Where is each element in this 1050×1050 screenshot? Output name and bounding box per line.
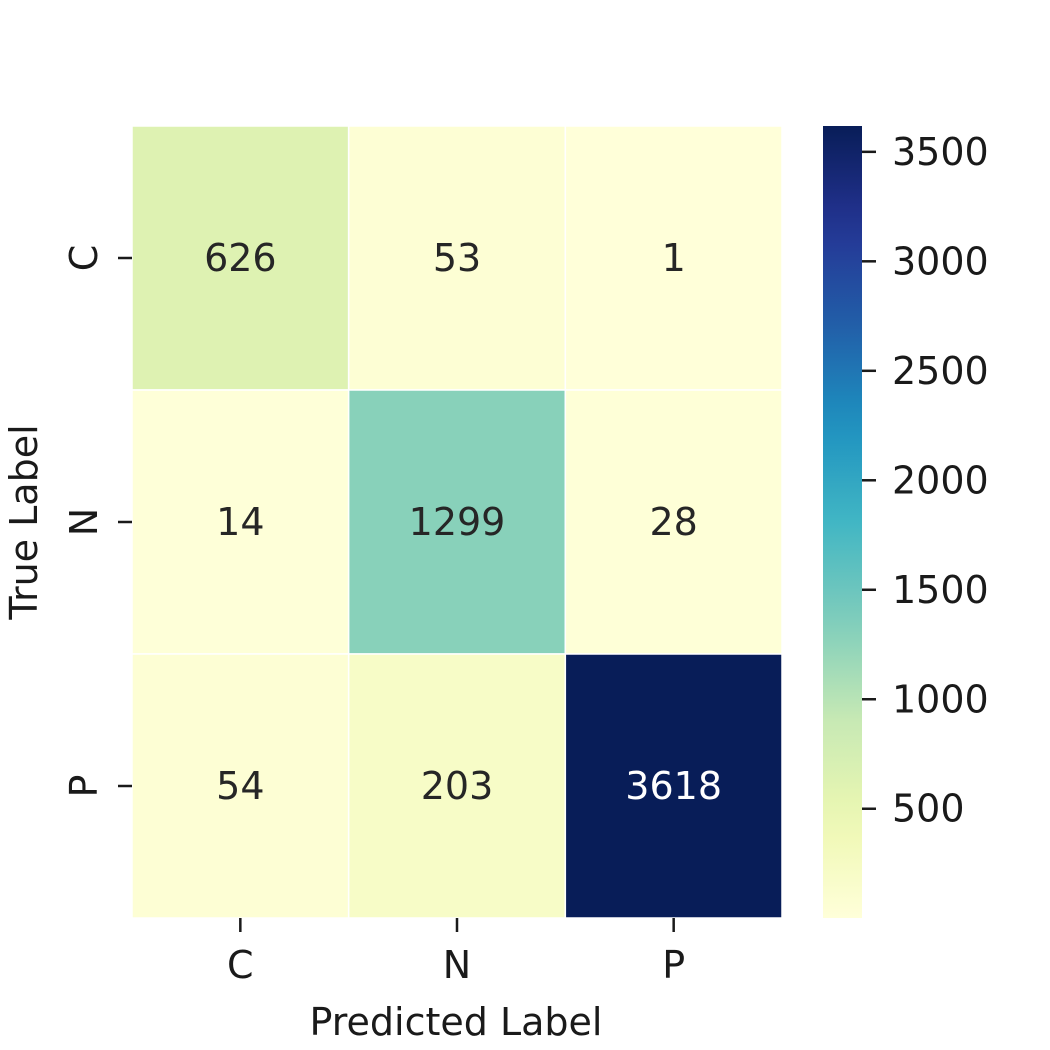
heatmap-cell-P-N: [347, 653, 567, 919]
heatmap-cell-C-N: [347, 125, 567, 391]
cell-value-P-C: 54: [216, 764, 264, 808]
cell-value-C-P: 1: [662, 236, 686, 280]
cell-value-C-C: 626: [204, 236, 277, 280]
x-tick-label-P: P: [662, 943, 685, 987]
heatmap-cell-labels: 626 53 1 14 1299 28 54 203 3618: [204, 236, 722, 808]
y-tick-label-N: N: [62, 508, 106, 536]
colorbar-tick-label-2500: 2500: [892, 349, 989, 393]
cell-value-C-N: 53: [433, 236, 481, 280]
y-axis-title: True Label: [2, 424, 46, 620]
colorbar-tick-label-1500: 1500: [892, 568, 989, 612]
heatmap-cell-C-P: [564, 125, 783, 391]
y-axis: C N P: [62, 245, 132, 798]
x-tick-label-N: N: [443, 943, 471, 987]
x-axis-title: Predicted Label: [310, 1000, 603, 1044]
y-tick-label-P: P: [62, 775, 106, 798]
cell-value-N-P: 28: [649, 500, 697, 544]
colorbar-gradient: [823, 126, 862, 918]
cell-value-N-C: 14: [216, 500, 264, 544]
colorbar: 500 1000 1500 2000 2500 3000 3500: [823, 126, 989, 918]
cell-value-P-N: 203: [421, 764, 494, 808]
heatmap-cell-C-C: [131, 125, 350, 391]
x-tick-label-C: C: [227, 943, 254, 987]
cell-value-P-P: 3618: [625, 764, 722, 808]
colorbar-tick-label-500: 500: [892, 787, 965, 831]
colorbar-tick-label-1000: 1000: [892, 677, 989, 721]
heatmap-cells: [131, 125, 783, 919]
cell-value-N-N: 1299: [409, 500, 506, 544]
colorbar-tick-label-2000: 2000: [892, 458, 989, 502]
heatmap-cell-P-C: [131, 653, 350, 919]
colorbar-tick-label-3000: 3000: [892, 239, 989, 283]
y-tick-label-C: C: [62, 245, 106, 272]
heatmap-cell-N-N: [347, 389, 567, 655]
heatmap-cell-N-P: [564, 389, 783, 655]
heatmap-cell-N-C: [131, 389, 350, 655]
colorbar-tick-label-3500: 3500: [892, 130, 989, 174]
